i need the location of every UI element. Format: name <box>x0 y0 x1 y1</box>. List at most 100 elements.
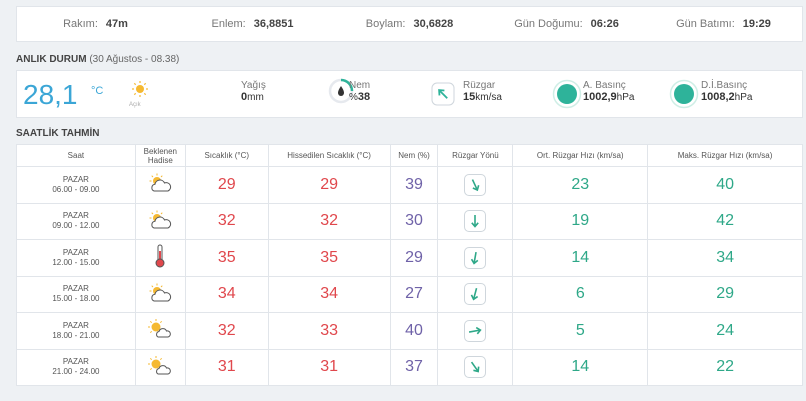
wind-arrow-icon <box>471 361 480 373</box>
header-event-line2: Hadise <box>147 155 173 165</box>
time-cell: PAZAR 12.00 - 15.00 <box>16 239 136 277</box>
feels-cell: 29 <box>267 166 391 204</box>
wind-direction-button[interactable] <box>464 246 487 269</box>
wind-direction-button[interactable] <box>464 319 487 342</box>
wind-direction-button[interactable] <box>464 173 487 196</box>
sea-pressure: D.İ.Basınç 1008,2hPa <box>701 80 752 103</box>
latitude-value: 36,8851 <box>253 18 294 30</box>
time-cell: PAZAR 09.00 - 12.00 <box>16 202 136 240</box>
sunrise-label: Gün Doğumu: <box>514 18 583 30</box>
header-wind-dir: Rüzgar Yönü <box>437 144 514 167</box>
header-event: Beklenen Hadise <box>134 144 186 167</box>
pressure-gauge-icon <box>552 79 582 109</box>
row-day: PAZAR <box>62 174 89 184</box>
partly-cloudy-icon <box>136 209 185 234</box>
header-temp: Sıcaklık (°C) <box>184 144 269 167</box>
hourly-title: SAATLİK TAHMİN <box>16 128 100 139</box>
wind-arrow-icon <box>471 215 480 228</box>
header-event-line1: Beklenen <box>143 146 177 156</box>
row-time-range: 09.00 - 12.00 <box>52 221 100 231</box>
pressure-unit: hPa <box>616 92 635 103</box>
humidity: Nem %38 <box>349 80 370 103</box>
wind-unit: km/sa <box>475 92 502 103</box>
event-cell <box>134 239 186 277</box>
temp-cell: 31 <box>184 348 269 386</box>
current-section-title: ANLIK DURUM (30 Ağustos - 08.38) <box>16 54 179 65</box>
wind-arrow-icon <box>469 326 483 335</box>
table-row: PAZAR 15.00 - 18.00 34 34 27 6 29 <box>16 275 803 313</box>
wind-direction-button[interactable] <box>464 356 487 379</box>
avg-wind-cell: 6 <box>512 275 649 313</box>
event-cell <box>134 312 186 350</box>
sunset-label: Gün Batımı: <box>676 18 735 30</box>
sunset-value: 19:29 <box>742 18 771 30</box>
temp-cell: 35 <box>184 239 269 277</box>
sun-cloud-icon <box>136 355 185 380</box>
feels-cell: 35 <box>267 239 391 277</box>
humidity-cell: 29 <box>389 239 439 277</box>
wind-dir-cell <box>437 348 514 386</box>
wind-dir-cell <box>437 166 514 204</box>
wind-dir-cell <box>437 202 514 240</box>
precip-label: Yağış <box>241 80 266 91</box>
max-wind-cell: 22 <box>647 348 803 386</box>
sea-pressure-gauge-icon <box>669 79 699 109</box>
pressure-label: A. Basınç <box>583 80 626 91</box>
feels-cell: 31 <box>267 348 391 386</box>
thermometer-icon <box>136 243 185 272</box>
humidity-cell: 27 <box>389 275 439 313</box>
row-time-range: 21.00 - 24.00 <box>52 367 100 377</box>
current-conditions: 28,1 °C Açık Yağış 0mm Nem %38 Rüzgar 15… <box>16 70 803 118</box>
current-title: ANLIK DURUM <box>16 54 87 65</box>
sun-icon <box>132 81 148 97</box>
temp-cell: 34 <box>184 275 269 313</box>
wind-value: 15 <box>463 91 476 103</box>
humidity-cell: 37 <box>389 348 439 386</box>
sea-pressure-value: 1008,2 <box>701 91 735 103</box>
wind-direction-icon <box>431 82 455 106</box>
feels-cell: 33 <box>267 312 391 350</box>
header-max-wind: Maks. Rüzgar Hızı (km/sa) <box>647 144 803 167</box>
wind-direction-button[interactable] <box>464 283 487 306</box>
feels-cell: 32 <box>267 202 391 240</box>
time-cell: PAZAR 15.00 - 18.00 <box>16 275 136 313</box>
humidity-cell: 40 <box>389 312 439 350</box>
table-row: PAZAR 12.00 - 15.00 35 35 29 14 34 <box>16 239 803 277</box>
row-day: PAZAR <box>62 247 89 257</box>
altitude-label: Rakım: <box>63 18 98 30</box>
time-cell: PAZAR 21.00 - 24.00 <box>16 348 136 386</box>
humidity-value: 38 <box>357 91 371 103</box>
condition-label: Açık <box>129 102 141 108</box>
row-day: PAZAR <box>62 357 89 367</box>
wind-dir-cell <box>437 275 514 313</box>
max-wind-cell: 40 <box>647 166 803 204</box>
wind: Rüzgar 15km/sa <box>463 80 502 103</box>
humidity-label: Nem <box>349 80 371 91</box>
wind-dir-cell <box>437 312 514 350</box>
header-feels: Hissedilen Sıcaklık (°C) <box>267 144 391 167</box>
row-time-range: 15.00 - 18.00 <box>52 294 100 304</box>
sun-cloud-icon <box>136 318 185 343</box>
pressure: A. Basınç 1002,9hPa <box>583 80 634 103</box>
sunrise: Gün Doğumu: 06:26 <box>488 18 645 30</box>
temp-cell: 29 <box>184 166 269 204</box>
event-cell <box>134 275 186 313</box>
table-row: PAZAR 21.00 - 24.00 31 31 37 14 22 <box>16 348 803 386</box>
precip-unit: mm <box>247 92 264 103</box>
table-row: PAZAR 06.00 - 09.00 29 29 39 23 40 <box>16 166 803 204</box>
current-temperature: 28,1 <box>23 79 78 110</box>
humidity-prefix: % <box>349 92 358 103</box>
header-time: Saat <box>16 144 136 167</box>
wind-direction-button[interactable] <box>464 210 487 233</box>
wind-dir-cell <box>437 239 514 277</box>
row-day: PAZAR <box>62 211 89 221</box>
avg-wind-cell: 14 <box>512 239 649 277</box>
humidity-gauge-icon <box>328 78 354 104</box>
header-avg-wind: Ort. Rüzgar Hızı (km/sa) <box>512 144 649 167</box>
event-cell <box>134 202 186 240</box>
time-cell: PAZAR 18.00 - 21.00 <box>16 312 136 350</box>
partly-cloudy-icon <box>136 282 185 307</box>
event-cell <box>134 348 186 386</box>
temp-cell: 32 <box>184 312 269 350</box>
avg-wind-cell: 23 <box>512 166 649 204</box>
